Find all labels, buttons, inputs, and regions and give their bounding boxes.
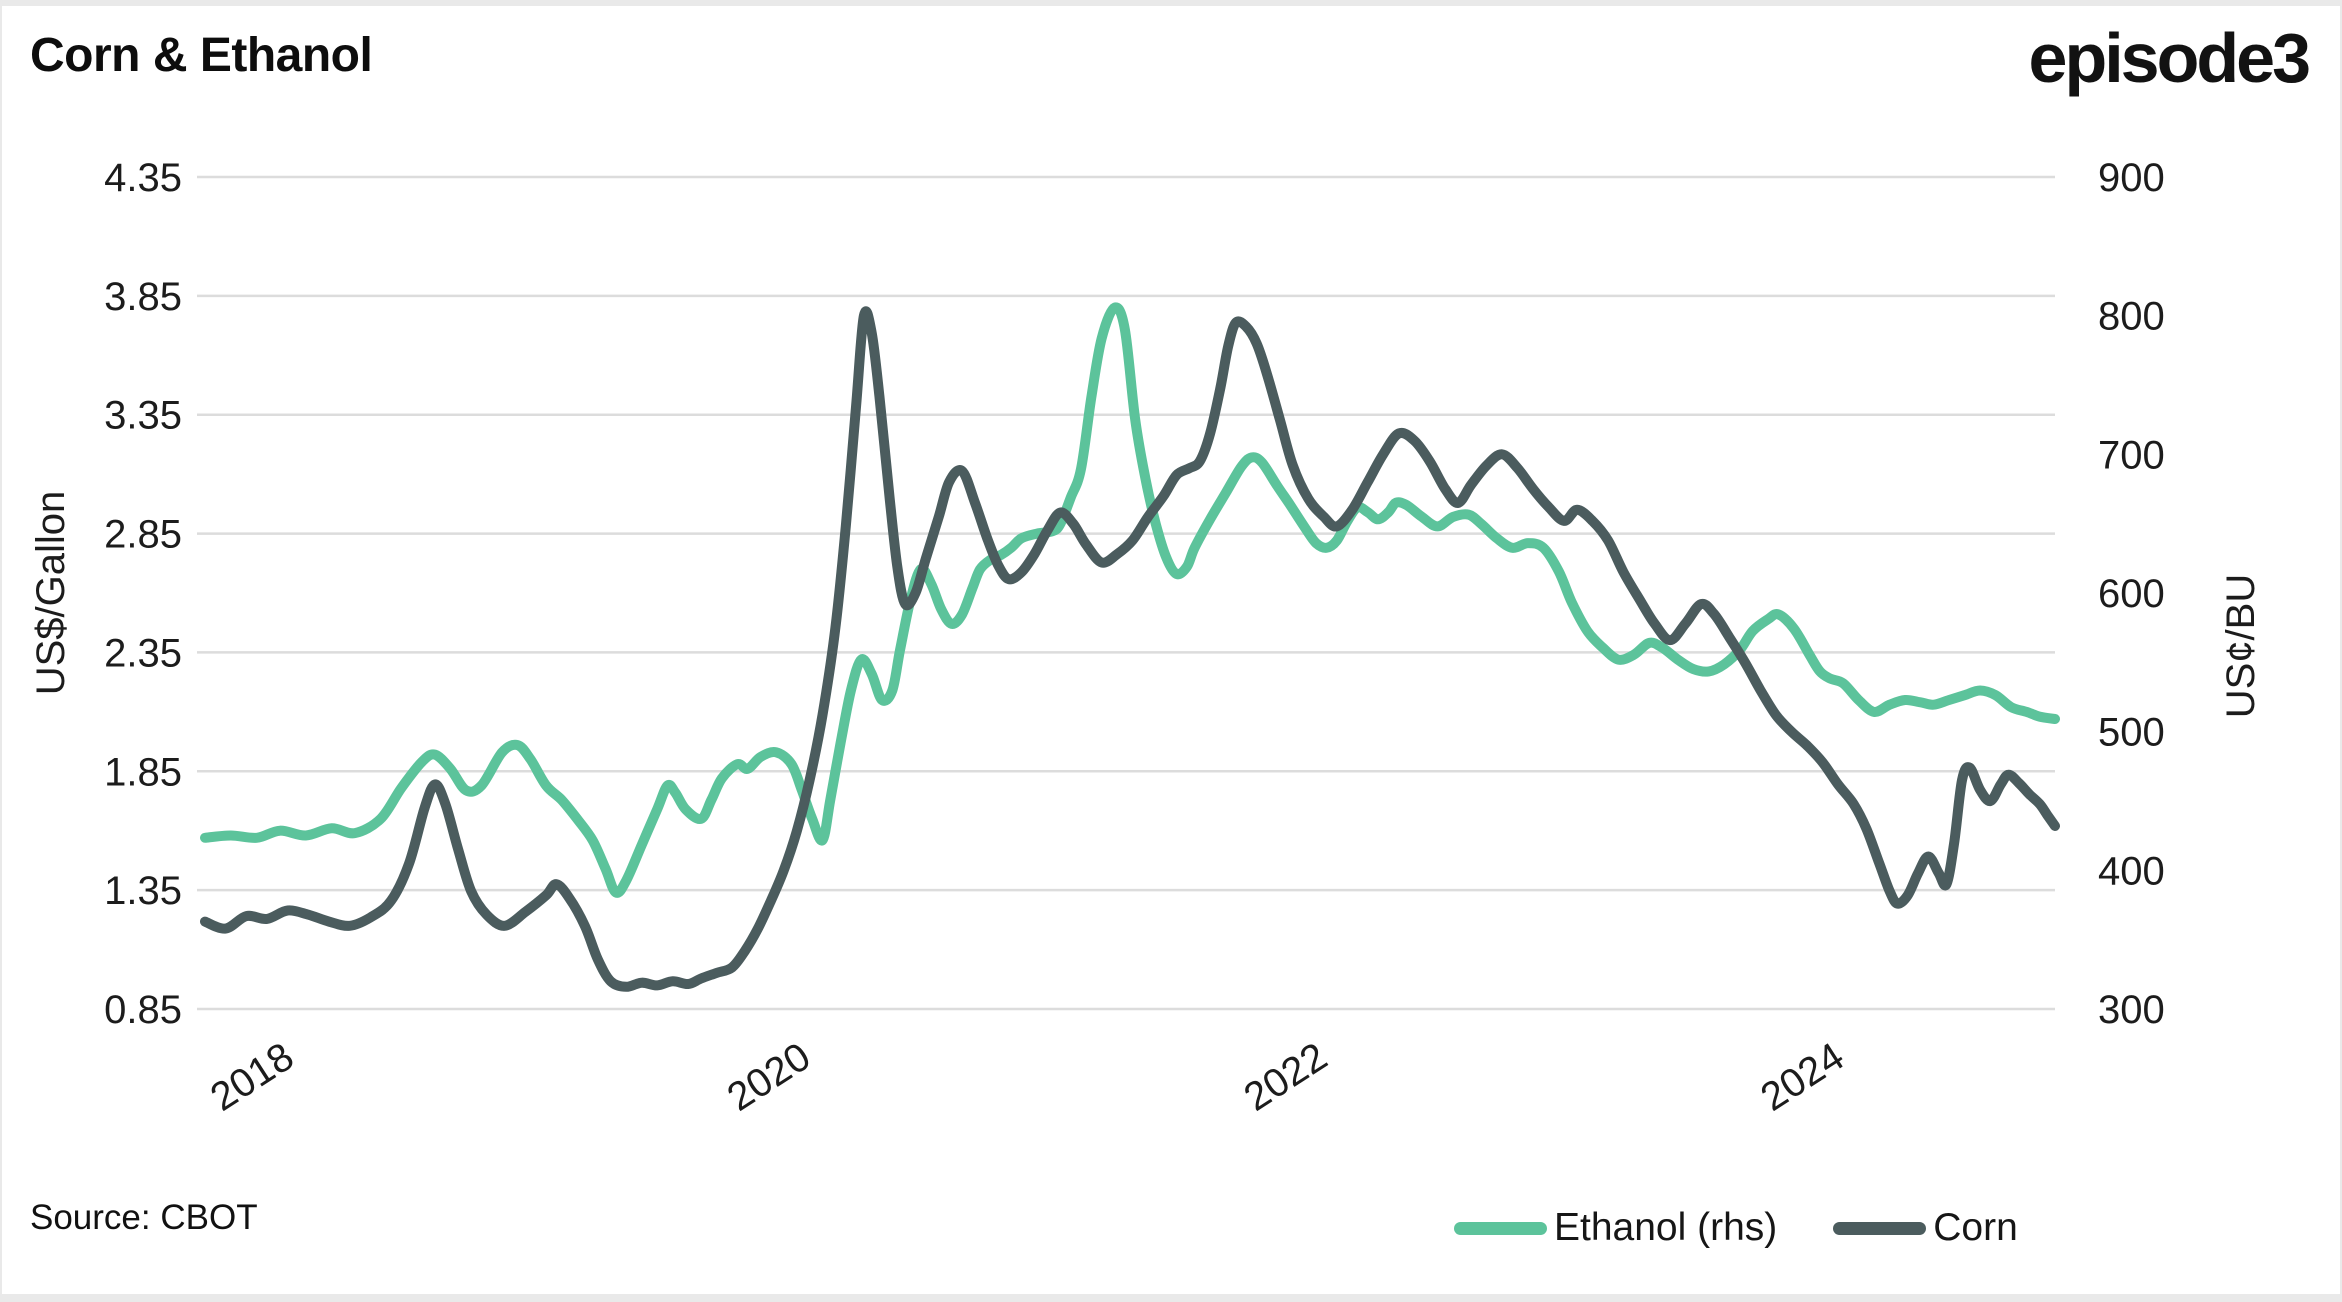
left-axis-tick: 1.85 [104, 750, 182, 794]
right-axis-tick: 400 [2098, 849, 2165, 893]
right-axis-tick: 700 [2098, 433, 2165, 477]
legend-label-corn: Corn [1933, 1206, 2018, 1249]
left-axis-tick: 3.85 [104, 275, 182, 319]
left-axis-tick: 4.35 [104, 156, 182, 200]
right-axis-tick: 300 [2098, 988, 2165, 1032]
right-axis-tick: 600 [2098, 572, 2165, 616]
corn-line-swatch [1833, 1221, 1927, 1235]
chart-card: Corn & Ethanol episode3 4.35 3.85 3.35 2.85… [2, 6, 2340, 1294]
chart-legend: Ethanol (rhs) Corn [1454, 1206, 2018, 1250]
corn-line [200, 306, 2060, 992]
legend-item-corn: Corn [1833, 1206, 2018, 1250]
left-axis-tick: 2.85 [104, 513, 182, 557]
brand-logo: episode3 [2028, 19, 2311, 97]
x-axis-tick: 2022 [1236, 1034, 1335, 1119]
left-axis-title: US$/Gallon [29, 491, 73, 696]
x-axis-tick: 2020 [720, 1034, 819, 1119]
ethanol-line [200, 302, 2060, 898]
x-axis-tick: 2018 [203, 1034, 302, 1119]
left-axis-tick: 3.35 [104, 394, 182, 438]
x-axis-tick: 2024 [1753, 1034, 1852, 1119]
left-axis-tick: 2.35 [104, 631, 182, 675]
page-title: Corn & Ethanol [30, 29, 373, 82]
legend-label-ethanol: Ethanol (rhs) [1554, 1206, 1778, 1249]
right-axis-title: US¢/BU [2219, 574, 2263, 719]
right-axis-tick: 900 [2098, 156, 2165, 200]
chart-canvas: 4.35 3.85 3.35 2.85 2.35 1.85 1.35 0.85 900 800 70… [29, 156, 2263, 1120]
ethanol-line-swatch [1454, 1221, 1547, 1235]
left-axis-tick: 0.85 [104, 988, 182, 1032]
left-axis-tick: 1.35 [104, 869, 182, 913]
source-note: Source: CBOT [30, 1198, 258, 1237]
right-axis-tick: 500 [2098, 711, 2165, 755]
right-axis-tick: 800 [2098, 295, 2165, 339]
legend-item-ethanol: Ethanol (rhs) [1454, 1206, 1777, 1250]
